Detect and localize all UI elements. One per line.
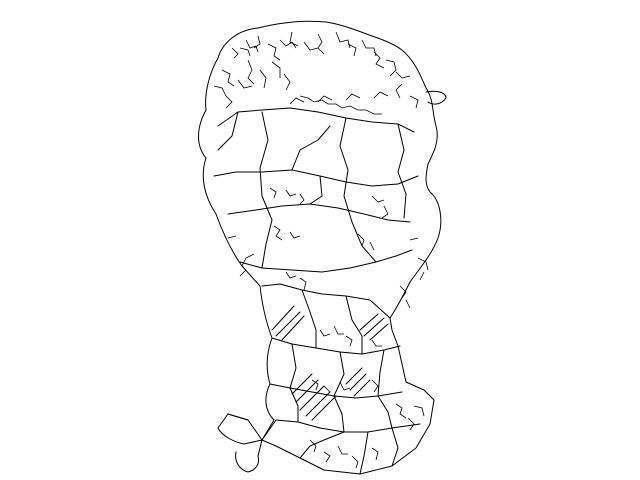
- hatch-lines: [271, 305, 389, 421]
- twig-clusters: [213, 31, 419, 115]
- outer-outline: [198, 20, 447, 475]
- internal-branches: [213, 107, 421, 475]
- twig-clusters-lower: [227, 187, 429, 469]
